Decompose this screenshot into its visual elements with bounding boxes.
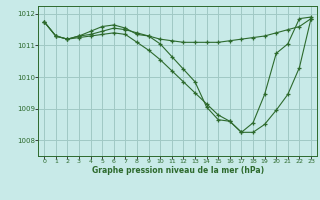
X-axis label: Graphe pression niveau de la mer (hPa): Graphe pression niveau de la mer (hPa): [92, 166, 264, 175]
